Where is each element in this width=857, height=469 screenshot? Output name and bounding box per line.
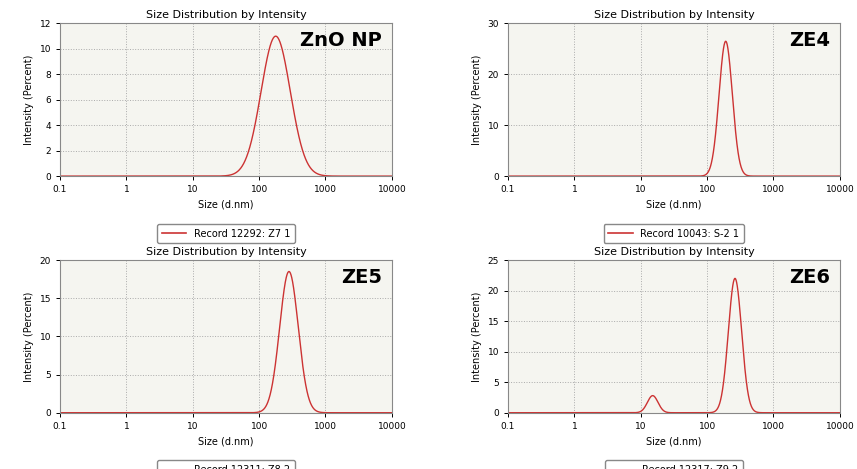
Y-axis label: Intensity (Percent): Intensity (Percent) [24, 54, 34, 145]
Legend: Record 12292: Z7 1: Record 12292: Z7 1 [157, 224, 295, 243]
Y-axis label: Intensity (Percent): Intensity (Percent) [472, 291, 482, 382]
Y-axis label: Intensity (Percent): Intensity (Percent) [472, 54, 482, 145]
Legend: Record 10043: S-2 1: Record 10043: S-2 1 [603, 224, 745, 243]
Text: ZE5: ZE5 [341, 268, 382, 287]
Y-axis label: Intensity (Percent): Intensity (Percent) [24, 291, 34, 382]
Legend: Record 12311: Z8 2: Record 12311: Z8 2 [157, 461, 295, 469]
X-axis label: Size (d.nm): Size (d.nm) [198, 436, 254, 446]
X-axis label: Size (d.nm): Size (d.nm) [646, 436, 702, 446]
X-axis label: Size (d.nm): Size (d.nm) [646, 200, 702, 210]
Text: ZE6: ZE6 [789, 268, 830, 287]
Title: Size Distribution by Intensity: Size Distribution by Intensity [594, 10, 754, 20]
Text: ZE4: ZE4 [789, 31, 830, 50]
Title: Size Distribution by Intensity: Size Distribution by Intensity [146, 10, 306, 20]
X-axis label: Size (d.nm): Size (d.nm) [198, 200, 254, 210]
Legend: Record 12317: Z9 2: Record 12317: Z9 2 [605, 461, 743, 469]
Text: ZnO NP: ZnO NP [300, 31, 382, 50]
Title: Size Distribution by Intensity: Size Distribution by Intensity [594, 247, 754, 257]
Title: Size Distribution by Intensity: Size Distribution by Intensity [146, 247, 306, 257]
